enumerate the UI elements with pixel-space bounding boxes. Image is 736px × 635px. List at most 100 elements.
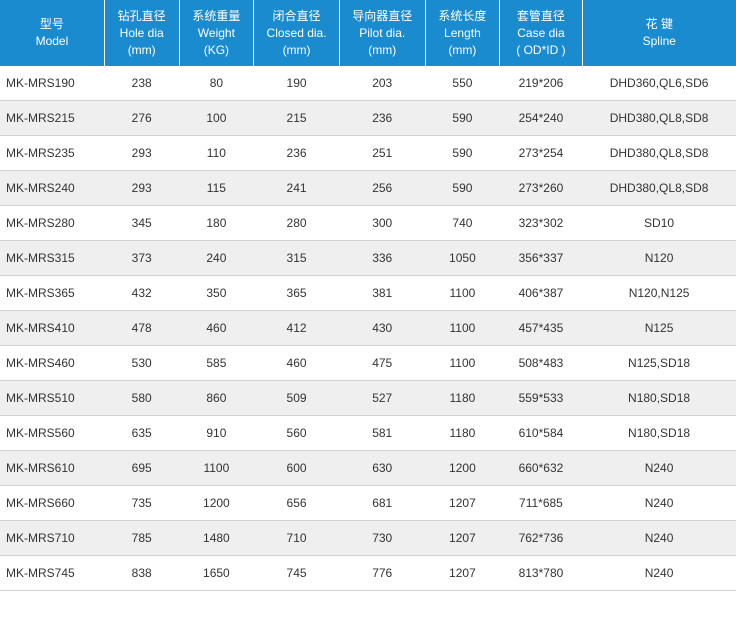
cell-spline: N240 bbox=[582, 486, 736, 521]
table-row: MK-MRS5105808605095271180559*533N180,SD1… bbox=[0, 381, 736, 416]
cell-hole: 838 bbox=[104, 556, 179, 591]
cell-spline: N120,N125 bbox=[582, 276, 736, 311]
cell-weight: 1480 bbox=[179, 521, 254, 556]
cell-case: 610*584 bbox=[500, 416, 582, 451]
cell-closed: 365 bbox=[254, 276, 340, 311]
header-cn: 系统长度 bbox=[438, 9, 486, 23]
cell-closed: 215 bbox=[254, 101, 340, 136]
cell-pilot: 256 bbox=[339, 171, 425, 206]
cell-weight: 110 bbox=[179, 136, 254, 171]
cell-case: 323*302 bbox=[500, 206, 582, 241]
header-en: Length bbox=[444, 26, 481, 40]
cell-hole: 530 bbox=[104, 346, 179, 381]
cell-closed: 315 bbox=[254, 241, 340, 276]
header-en: Spline bbox=[643, 34, 676, 48]
cell-spline: SD10 bbox=[582, 206, 736, 241]
cell-case: 254*240 bbox=[500, 101, 582, 136]
table-row: MK-MRS280345180280300740323*302SD10 bbox=[0, 206, 736, 241]
cell-pilot: 203 bbox=[339, 66, 425, 101]
header-cn: 套管直径 bbox=[517, 9, 565, 23]
table-row: MK-MRS3153732403153361050356*337N120 bbox=[0, 241, 736, 276]
header-unit: (KG) bbox=[204, 43, 229, 57]
cell-case: 508*483 bbox=[500, 346, 582, 381]
col-header-weight: 系统重量 Weight (KG) bbox=[179, 0, 254, 66]
cell-case: 711*685 bbox=[500, 486, 582, 521]
header-cn: 型号 bbox=[40, 17, 64, 31]
table-body: MK-MRS19023880190203550219*206DHD360,QL6… bbox=[0, 66, 736, 591]
cell-model: MK-MRS560 bbox=[0, 416, 104, 451]
cell-model: MK-MRS660 bbox=[0, 486, 104, 521]
cell-case: 457*435 bbox=[500, 311, 582, 346]
cell-length: 590 bbox=[425, 171, 500, 206]
cell-case: 660*632 bbox=[500, 451, 582, 486]
cell-weight: 460 bbox=[179, 311, 254, 346]
cell-pilot: 581 bbox=[339, 416, 425, 451]
header-cn: 导向器直径 bbox=[352, 9, 412, 23]
header-en: Weight bbox=[198, 26, 235, 40]
header-row: 型号 Model 钻孔直径 Hole dia (mm) 系统重量 Weight … bbox=[0, 0, 736, 66]
cell-case: 406*387 bbox=[500, 276, 582, 311]
cell-pilot: 681 bbox=[339, 486, 425, 521]
table-row: MK-MRS4104784604124301100457*435N125 bbox=[0, 311, 736, 346]
cell-case: 219*206 bbox=[500, 66, 582, 101]
cell-closed: 560 bbox=[254, 416, 340, 451]
col-header-case: 套管直径 Case dia ( OD*ID ) bbox=[500, 0, 582, 66]
cell-pilot: 300 bbox=[339, 206, 425, 241]
cell-hole: 785 bbox=[104, 521, 179, 556]
cell-closed: 509 bbox=[254, 381, 340, 416]
cell-weight: 585 bbox=[179, 346, 254, 381]
cell-model: MK-MRS610 bbox=[0, 451, 104, 486]
cell-model: MK-MRS460 bbox=[0, 346, 104, 381]
table-row: MK-MRS235293110236251590273*254DHD380,QL… bbox=[0, 136, 736, 171]
cell-hole: 293 bbox=[104, 171, 179, 206]
table-row: MK-MRS19023880190203550219*206DHD360,QL6… bbox=[0, 66, 736, 101]
cell-spline: N180,SD18 bbox=[582, 416, 736, 451]
cell-length: 590 bbox=[425, 136, 500, 171]
header-unit: (mm) bbox=[283, 43, 311, 57]
cell-hole: 345 bbox=[104, 206, 179, 241]
cell-length: 1180 bbox=[425, 416, 500, 451]
cell-pilot: 527 bbox=[339, 381, 425, 416]
cell-weight: 1200 bbox=[179, 486, 254, 521]
cell-pilot: 730 bbox=[339, 521, 425, 556]
cell-model: MK-MRS710 bbox=[0, 521, 104, 556]
table-row: MK-MRS215276100215236590254*240DHD380,QL… bbox=[0, 101, 736, 136]
cell-model: MK-MRS315 bbox=[0, 241, 104, 276]
cell-length: 1207 bbox=[425, 556, 500, 591]
cell-case: 762*736 bbox=[500, 521, 582, 556]
cell-case: 273*254 bbox=[500, 136, 582, 171]
cell-weight: 100 bbox=[179, 101, 254, 136]
col-header-pilot: 导向器直径 Pilot dia. (mm) bbox=[339, 0, 425, 66]
cell-hole: 635 bbox=[104, 416, 179, 451]
cell-model: MK-MRS240 bbox=[0, 171, 104, 206]
table-row: MK-MRS61069511006006301200660*632N240 bbox=[0, 451, 736, 486]
cell-weight: 910 bbox=[179, 416, 254, 451]
cell-case: 559*533 bbox=[500, 381, 582, 416]
cell-closed: 600 bbox=[254, 451, 340, 486]
cell-model: MK-MRS510 bbox=[0, 381, 104, 416]
cell-hole: 432 bbox=[104, 276, 179, 311]
cell-weight: 860 bbox=[179, 381, 254, 416]
header-cn: 系统重量 bbox=[192, 9, 240, 23]
cell-length: 1180 bbox=[425, 381, 500, 416]
cell-length: 740 bbox=[425, 206, 500, 241]
cell-spline: DHD380,QL8,SD8 bbox=[582, 101, 736, 136]
cell-hole: 373 bbox=[104, 241, 179, 276]
header-cn: 花 键 bbox=[646, 17, 673, 31]
cell-case: 356*337 bbox=[500, 241, 582, 276]
cell-spline: N180,SD18 bbox=[582, 381, 736, 416]
cell-model: MK-MRS190 bbox=[0, 66, 104, 101]
cell-weight: 350 bbox=[179, 276, 254, 311]
col-header-spline: 花 键 Spline bbox=[582, 0, 736, 66]
header-unit: ( OD*ID ) bbox=[516, 43, 565, 57]
cell-length: 1100 bbox=[425, 346, 500, 381]
cell-hole: 695 bbox=[104, 451, 179, 486]
cell-spline: DHD380,QL8,SD8 bbox=[582, 171, 736, 206]
header-unit: (mm) bbox=[368, 43, 396, 57]
header-en: Model bbox=[36, 34, 69, 48]
cell-model: MK-MRS280 bbox=[0, 206, 104, 241]
cell-closed: 280 bbox=[254, 206, 340, 241]
cell-spline: N240 bbox=[582, 451, 736, 486]
header-en: Hole dia bbox=[120, 26, 164, 40]
cell-closed: 745 bbox=[254, 556, 340, 591]
